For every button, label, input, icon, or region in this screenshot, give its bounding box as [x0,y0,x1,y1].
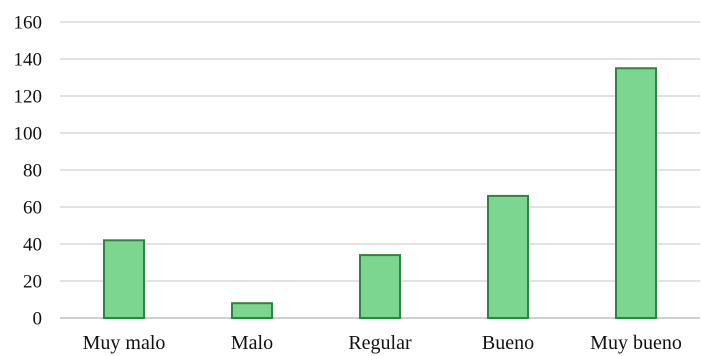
y-tick-label: 160 [14,13,43,34]
bar [231,302,273,320]
y-tick-label: 0 [33,309,43,330]
bar [615,67,657,319]
y-tick-label: 20 [23,272,42,293]
y-tick-label: 140 [14,50,43,71]
bar [487,194,529,319]
bars [103,67,657,320]
x-axis-category-labels: Muy malo Malo Regular Bueno Muy bueno [83,332,682,354]
y-tick-label: 100 [14,124,43,145]
bar [103,239,145,319]
y-tick-label: 80 [23,161,42,182]
bar [359,254,401,320]
x-category-label: Bueno [482,332,534,354]
y-tick-label: 60 [23,198,42,219]
x-category-label: Malo [231,332,273,354]
y-tick-label: 120 [14,87,43,108]
gridlines [60,21,700,282]
x-category-label: Muy malo [83,332,166,354]
y-axis-tick-labels: 0 20 40 60 80 100 120 140 160 [14,13,43,330]
x-category-label: Regular [348,332,412,354]
y-tick-label: 40 [23,235,42,256]
x-category-label: Muy bueno [590,332,682,354]
